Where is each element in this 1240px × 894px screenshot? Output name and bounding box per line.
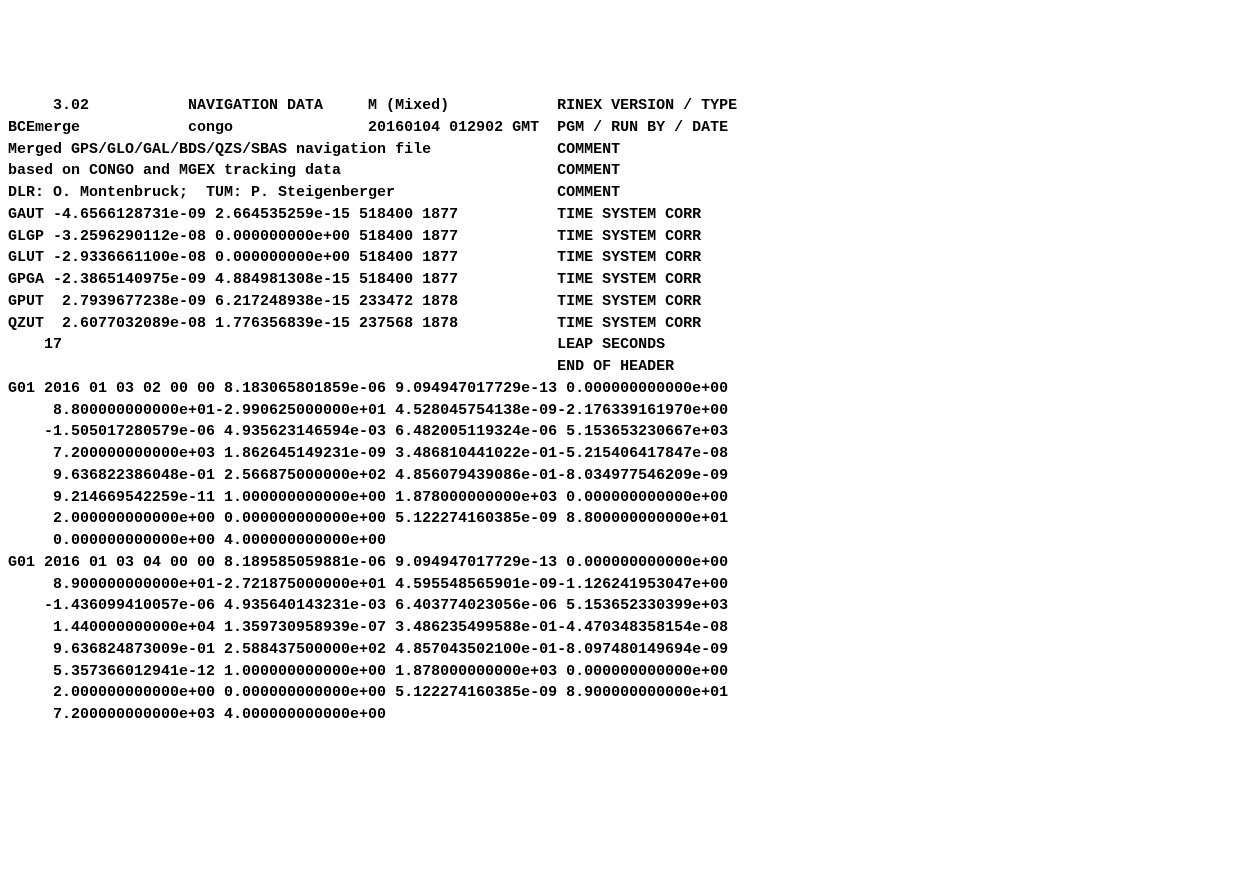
data-line: 7.200000000000e+03 4.000000000000e+00: [8, 704, 1232, 726]
data-line: 9.636822386048e-01 2.566875000000e+02 4.…: [8, 465, 1232, 487]
header-line: Merged GPS/GLO/GAL/BDS/QZS/SBAS navigati…: [8, 139, 1232, 161]
header-line: QZUT 2.6077032089e-08 1.776356839e-15 23…: [8, 313, 1232, 335]
header-line: 3.02 NAVIGATION DATA M (Mixed) RINEX VER…: [8, 95, 1232, 117]
header-left: [8, 356, 557, 378]
header-label: TIME SYSTEM CORR: [557, 291, 701, 313]
header-line: based on CONGO and MGEX tracking data CO…: [8, 160, 1232, 182]
header-label: TIME SYSTEM CORR: [557, 204, 701, 226]
header-line: 17 LEAP SECONDS: [8, 334, 1232, 356]
header-label: TIME SYSTEM CORR: [557, 226, 701, 248]
data-line: 1.440000000000e+04 1.359730958939e-07 3.…: [8, 617, 1232, 639]
header-label: COMMENT: [557, 160, 620, 182]
data-line: 8.900000000000e+01-2.721875000000e+01 4.…: [8, 574, 1232, 596]
data-line: 8.800000000000e+01-2.990625000000e+01 4.…: [8, 400, 1232, 422]
data-line: 2.000000000000e+00 0.000000000000e+00 5.…: [8, 682, 1232, 704]
header-left: Merged GPS/GLO/GAL/BDS/QZS/SBAS navigati…: [8, 139, 557, 161]
header-line: BCEmerge congo 20160104 012902 GMT PGM /…: [8, 117, 1232, 139]
header-left: GAUT -4.6566128731e-09 2.664535259e-15 5…: [8, 204, 557, 226]
header-left: BCEmerge congo 20160104 012902 GMT: [8, 117, 557, 139]
header-line: END OF HEADER: [8, 356, 1232, 378]
header-label: TIME SYSTEM CORR: [557, 269, 701, 291]
data-line: 5.357366012941e-12 1.000000000000e+00 1.…: [8, 661, 1232, 683]
header-label: END OF HEADER: [557, 356, 674, 378]
header-label: PGM / RUN BY / DATE: [557, 117, 728, 139]
header-label: RINEX VERSION / TYPE: [557, 95, 737, 117]
header-label: COMMENT: [557, 139, 620, 161]
data-line: -1.505017280579e-06 4.935623146594e-03 6…: [8, 421, 1232, 443]
data-line: G01 2016 01 03 02 00 00 8.183065801859e-…: [8, 378, 1232, 400]
data-line: 7.200000000000e+03 1.862645149231e-09 3.…: [8, 443, 1232, 465]
data-line: 9.214669542259e-11 1.000000000000e+00 1.…: [8, 487, 1232, 509]
data-line: 2.000000000000e+00 0.000000000000e+00 5.…: [8, 508, 1232, 530]
header-left: GPGA -2.3865140975e-09 4.884981308e-15 5…: [8, 269, 557, 291]
header-line: GAUT -4.6566128731e-09 2.664535259e-15 5…: [8, 204, 1232, 226]
header-left: GLGP -3.2596290112e-08 0.000000000e+00 5…: [8, 226, 557, 248]
header-left: QZUT 2.6077032089e-08 1.776356839e-15 23…: [8, 313, 557, 335]
data-line: 0.000000000000e+00 4.000000000000e+00: [8, 530, 1232, 552]
rinex-document: 3.02 NAVIGATION DATA M (Mixed) RINEX VER…: [8, 95, 1232, 726]
header-label: TIME SYSTEM CORR: [557, 247, 701, 269]
header-line: GPUT 2.7939677238e-09 6.217248938e-15 23…: [8, 291, 1232, 313]
data-line: -1.436099410057e-06 4.935640143231e-03 6…: [8, 595, 1232, 617]
data-line: 9.636824873009e-01 2.588437500000e+02 4.…: [8, 639, 1232, 661]
header-line: DLR: O. Montenbruck; TUM: P. Steigenberg…: [8, 182, 1232, 204]
header-line: GLGP -3.2596290112e-08 0.000000000e+00 5…: [8, 226, 1232, 248]
data-line: G01 2016 01 03 04 00 00 8.189585059881e-…: [8, 552, 1232, 574]
header-line: GPGA -2.3865140975e-09 4.884981308e-15 5…: [8, 269, 1232, 291]
header-label: TIME SYSTEM CORR: [557, 313, 701, 335]
header-left: GPUT 2.7939677238e-09 6.217248938e-15 23…: [8, 291, 557, 313]
header-left: GLUT -2.9336661100e-08 0.000000000e+00 5…: [8, 247, 557, 269]
header-left: 17: [8, 334, 557, 356]
header-left: based on CONGO and MGEX tracking data: [8, 160, 557, 182]
header-line: GLUT -2.9336661100e-08 0.000000000e+00 5…: [8, 247, 1232, 269]
header-left: DLR: O. Montenbruck; TUM: P. Steigenberg…: [8, 182, 557, 204]
header-left: 3.02 NAVIGATION DATA M (Mixed): [8, 95, 557, 117]
header-label: COMMENT: [557, 182, 620, 204]
header-label: LEAP SECONDS: [557, 334, 665, 356]
